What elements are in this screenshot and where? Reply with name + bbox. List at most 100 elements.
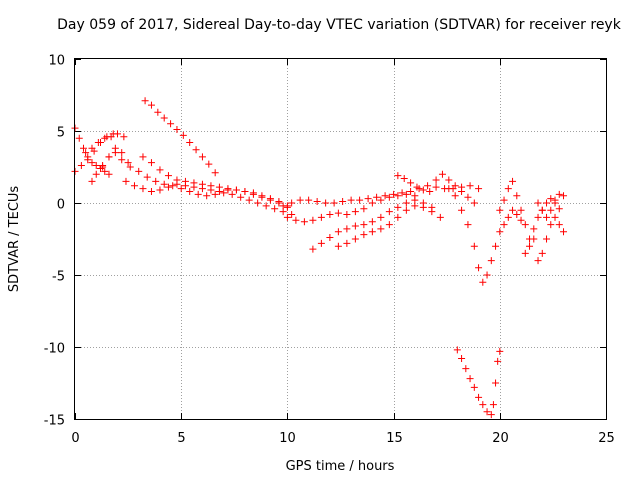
data-point bbox=[470, 199, 478, 207]
data-point bbox=[543, 235, 551, 243]
data-point bbox=[271, 205, 279, 213]
data-point bbox=[262, 202, 270, 210]
data-point bbox=[547, 206, 555, 214]
data-point bbox=[464, 193, 472, 201]
data-point bbox=[517, 206, 525, 214]
data-point bbox=[198, 180, 206, 188]
data-point bbox=[487, 257, 495, 265]
data-point bbox=[343, 225, 351, 233]
data-point bbox=[538, 206, 546, 214]
series-arc-9 bbox=[141, 97, 219, 177]
data-point bbox=[360, 221, 368, 229]
data-point bbox=[300, 218, 308, 226]
grid-lines bbox=[75, 59, 606, 419]
data-point bbox=[428, 208, 436, 216]
x-tick-label: 15 bbox=[386, 431, 403, 446]
data-point bbox=[147, 101, 155, 109]
data-point bbox=[513, 192, 521, 200]
data-point bbox=[237, 193, 245, 201]
data-point bbox=[356, 196, 364, 204]
data-point bbox=[407, 187, 415, 195]
data-point bbox=[492, 379, 500, 387]
data-point bbox=[381, 192, 389, 200]
data-point bbox=[154, 108, 162, 116]
data-point bbox=[309, 245, 317, 253]
data-point bbox=[436, 213, 444, 221]
data-point bbox=[105, 170, 113, 178]
data-point bbox=[487, 411, 495, 419]
data-point bbox=[394, 172, 402, 180]
data-point bbox=[167, 120, 175, 128]
series-arc-18 bbox=[534, 190, 568, 221]
data-point bbox=[135, 167, 143, 175]
data-point bbox=[164, 172, 172, 180]
data-point bbox=[543, 199, 551, 207]
data-point bbox=[385, 208, 393, 216]
series-arc-13 bbox=[334, 202, 444, 250]
data-point bbox=[509, 206, 517, 214]
series-arc-3 bbox=[82, 130, 128, 157]
data-point bbox=[534, 213, 542, 221]
data-point bbox=[101, 134, 109, 142]
data-point bbox=[464, 221, 472, 229]
data-point bbox=[309, 216, 317, 224]
data-point bbox=[411, 202, 419, 210]
data-point bbox=[483, 408, 491, 416]
series-arc-8 bbox=[139, 153, 291, 211]
data-point bbox=[169, 182, 177, 190]
data-point bbox=[547, 195, 555, 203]
data-point bbox=[224, 185, 232, 193]
data-point bbox=[458, 355, 466, 363]
series-arc-5 bbox=[99, 144, 132, 171]
data-point bbox=[526, 242, 534, 250]
data-point bbox=[494, 357, 502, 365]
data-point bbox=[555, 221, 563, 229]
data-point bbox=[198, 153, 206, 161]
data-point bbox=[215, 183, 223, 191]
data-point bbox=[107, 133, 115, 141]
data-point bbox=[419, 186, 427, 194]
y-tick-labels: -15 -10 -5 0 5 10 bbox=[44, 54, 65, 429]
data-point bbox=[203, 192, 211, 200]
data-point bbox=[475, 393, 483, 401]
data-point bbox=[470, 242, 478, 250]
data-point bbox=[451, 192, 459, 200]
data-point bbox=[419, 203, 427, 211]
data-point bbox=[475, 264, 483, 272]
data-point bbox=[241, 187, 249, 195]
data-point bbox=[517, 216, 525, 224]
data-point bbox=[77, 162, 85, 170]
data-point bbox=[322, 199, 330, 207]
data-point bbox=[351, 208, 359, 216]
data-point bbox=[296, 196, 304, 204]
y-tick-label: 5 bbox=[57, 126, 65, 141]
data-point bbox=[385, 221, 393, 229]
data-point bbox=[413, 183, 421, 191]
data-point bbox=[105, 153, 113, 161]
data-point bbox=[228, 190, 236, 198]
data-point bbox=[101, 167, 109, 175]
data-point bbox=[560, 192, 568, 200]
data-point bbox=[232, 186, 240, 194]
data-point bbox=[445, 176, 453, 184]
data-point bbox=[326, 211, 334, 219]
data-point bbox=[500, 196, 508, 204]
data-point bbox=[496, 347, 504, 355]
data-point bbox=[445, 185, 453, 193]
data-point bbox=[373, 193, 381, 201]
data-point bbox=[483, 271, 491, 279]
data-point bbox=[194, 190, 202, 198]
data-point bbox=[492, 242, 500, 250]
data-point bbox=[489, 401, 497, 409]
data-point bbox=[479, 401, 487, 409]
data-point bbox=[249, 189, 257, 197]
data-point bbox=[211, 190, 219, 198]
data-point bbox=[82, 149, 90, 157]
data-point bbox=[368, 199, 376, 207]
plot-frame bbox=[74, 58, 607, 420]
data-point bbox=[245, 196, 253, 204]
data-point bbox=[207, 182, 215, 190]
data-point bbox=[451, 182, 459, 190]
data-point bbox=[330, 199, 338, 207]
data-point bbox=[313, 198, 321, 206]
